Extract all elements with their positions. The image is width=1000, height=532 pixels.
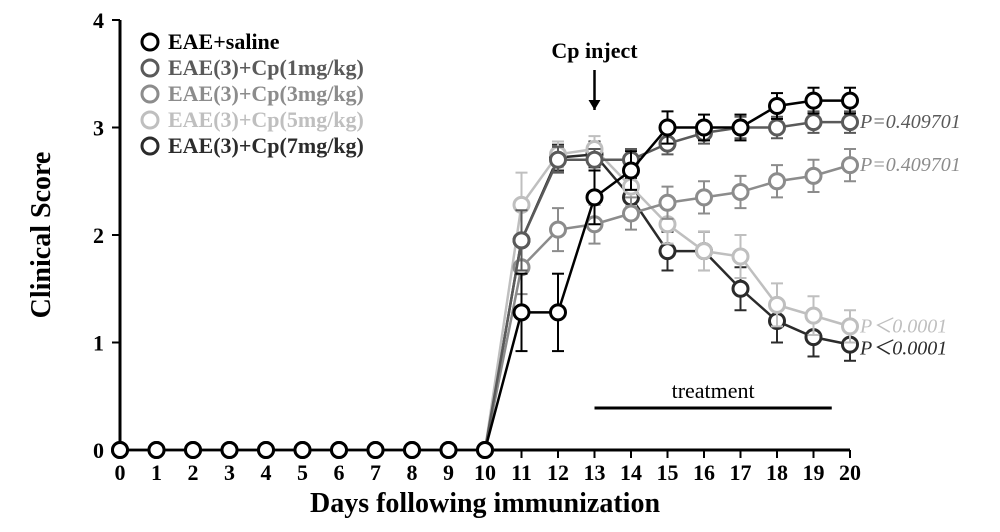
marker-saline bbox=[478, 443, 493, 458]
legend-label-cp7: EAE(3)+Cp(7mg/kg) bbox=[168, 133, 364, 158]
x-tick-label: 8 bbox=[407, 460, 418, 485]
marker-saline bbox=[295, 443, 310, 458]
marker-saline bbox=[843, 93, 858, 108]
legend-label-cp1: EAE(3)+Cp(1mg/kg) bbox=[168, 55, 364, 80]
y-tick-label: 1 bbox=[93, 331, 104, 356]
y-tick-label: 4 bbox=[93, 8, 104, 33]
marker-cp1 bbox=[806, 115, 821, 130]
marker-saline bbox=[259, 443, 274, 458]
marker-saline bbox=[624, 163, 639, 178]
marker-cp5 bbox=[806, 308, 821, 323]
marker-cp3 bbox=[733, 185, 748, 200]
x-tick-label: 13 bbox=[584, 460, 606, 485]
inject-arrow-head bbox=[589, 100, 601, 110]
x-tick-label: 5 bbox=[297, 460, 308, 485]
marker-cp3 bbox=[551, 222, 566, 237]
y-tick-label: 2 bbox=[93, 223, 104, 248]
marker-saline bbox=[697, 120, 712, 135]
marker-cp7 bbox=[660, 244, 675, 259]
treatment-label: treatment bbox=[672, 378, 755, 403]
x-tick-label: 9 bbox=[443, 460, 454, 485]
marker-saline bbox=[770, 99, 785, 114]
x-tick-label: 3 bbox=[224, 460, 235, 485]
marker-cp1 bbox=[551, 152, 566, 167]
marker-saline bbox=[441, 443, 456, 458]
marker-cp3 bbox=[770, 174, 785, 189]
chart-container: 0123456789101112131415161718192001234Day… bbox=[0, 0, 1000, 532]
x-tick-label: 7 bbox=[370, 460, 381, 485]
marker-cp7 bbox=[733, 281, 748, 296]
marker-cp3 bbox=[697, 190, 712, 205]
marker-saline bbox=[222, 443, 237, 458]
marker-saline bbox=[514, 305, 529, 320]
x-tick-label: 19 bbox=[803, 460, 825, 485]
marker-saline bbox=[551, 305, 566, 320]
marker-saline bbox=[587, 190, 602, 205]
legend-marker-cp3 bbox=[142, 86, 158, 102]
legend-label-cp3: EAE(3)+Cp(3mg/kg) bbox=[168, 81, 364, 106]
pvalue-cp1: P=0.409701 bbox=[859, 111, 961, 133]
y-tick-label: 3 bbox=[93, 116, 104, 141]
marker-cp5 bbox=[770, 297, 785, 312]
x-tick-label: 12 bbox=[547, 460, 569, 485]
x-axis-title: Days following immunization bbox=[310, 488, 660, 519]
x-tick-label: 14 bbox=[620, 460, 642, 485]
legend-marker-cp7 bbox=[142, 138, 158, 154]
line-chart: 0123456789101112131415161718192001234Day… bbox=[0, 0, 1000, 532]
marker-saline bbox=[806, 93, 821, 108]
pvalue-cp7: P＜0.0001 bbox=[859, 337, 947, 359]
marker-saline bbox=[368, 443, 383, 458]
marker-cp1 bbox=[587, 152, 602, 167]
x-tick-label: 2 bbox=[188, 460, 199, 485]
legend-marker-saline bbox=[142, 34, 158, 50]
marker-saline bbox=[113, 443, 128, 458]
x-tick-label: 6 bbox=[334, 460, 345, 485]
marker-cp3 bbox=[843, 158, 858, 173]
x-tick-label: 16 bbox=[693, 460, 715, 485]
marker-saline bbox=[332, 443, 347, 458]
marker-saline bbox=[405, 443, 420, 458]
pvalue-cp3: P=0.409701 bbox=[859, 154, 961, 176]
marker-saline bbox=[733, 120, 748, 135]
y-tick-label: 0 bbox=[93, 438, 104, 463]
legend-label-cp5: EAE(3)+Cp(5mg/kg) bbox=[168, 107, 364, 132]
marker-cp1 bbox=[770, 120, 785, 135]
x-tick-label: 4 bbox=[261, 460, 272, 485]
legend-label-saline: EAE+saline bbox=[168, 29, 280, 54]
marker-cp5 bbox=[843, 319, 858, 334]
y-axis-title: Clinical Score bbox=[26, 152, 57, 319]
marker-cp5 bbox=[697, 244, 712, 259]
marker-cp1 bbox=[843, 115, 858, 130]
x-tick-label: 18 bbox=[766, 460, 788, 485]
marker-cp5 bbox=[733, 249, 748, 264]
x-tick-label: 11 bbox=[511, 460, 532, 485]
marker-saline bbox=[149, 443, 164, 458]
x-tick-label: 17 bbox=[730, 460, 752, 485]
x-tick-label: 0 bbox=[115, 460, 126, 485]
marker-saline bbox=[660, 120, 675, 135]
x-tick-label: 10 bbox=[474, 460, 496, 485]
inject-label: Cp inject bbox=[551, 38, 638, 63]
x-tick-label: 20 bbox=[839, 460, 861, 485]
x-tick-label: 1 bbox=[151, 460, 162, 485]
legend-marker-cp1 bbox=[142, 60, 158, 76]
marker-saline bbox=[186, 443, 201, 458]
marker-cp3 bbox=[806, 168, 821, 183]
legend-marker-cp5 bbox=[142, 112, 158, 128]
x-tick-label: 15 bbox=[657, 460, 679, 485]
marker-cp3 bbox=[624, 206, 639, 221]
marker-cp1 bbox=[514, 233, 529, 248]
marker-cp3 bbox=[660, 195, 675, 210]
pvalue-cp5: P＜0.0001 bbox=[859, 315, 947, 337]
